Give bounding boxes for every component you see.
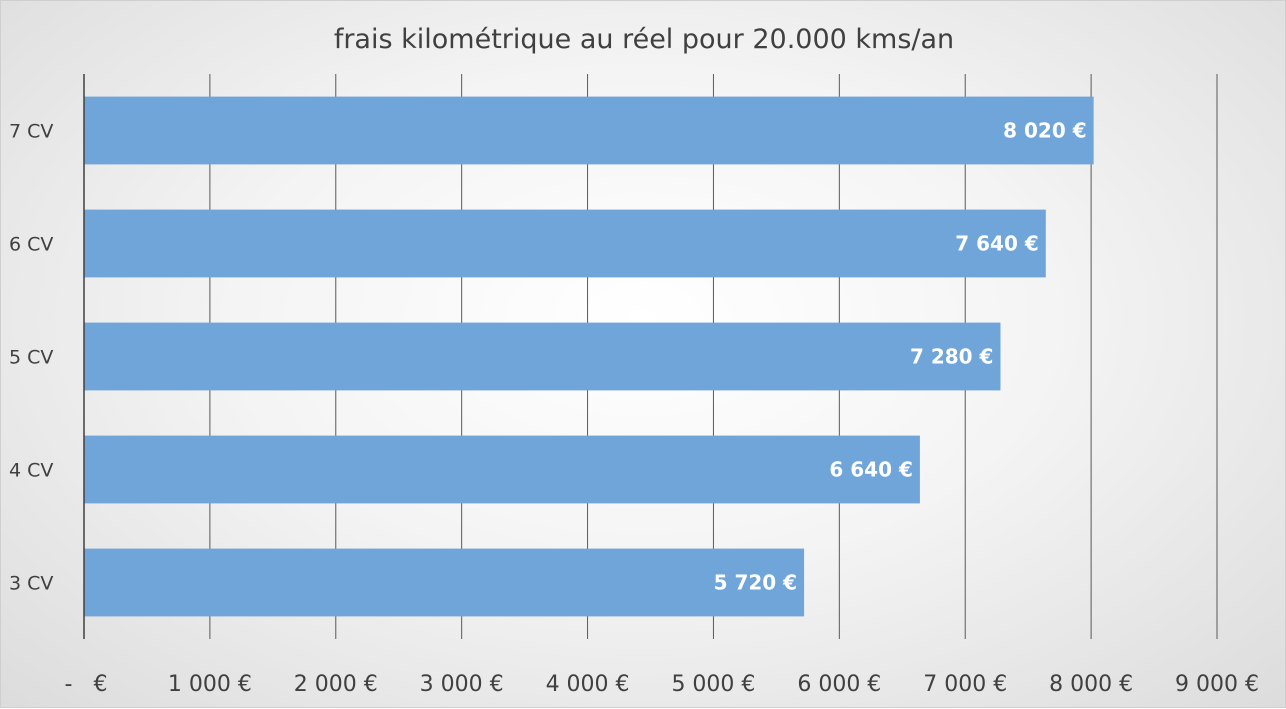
- bar: [84, 96, 1094, 165]
- x-tick-label: 1 000 €: [168, 672, 252, 697]
- category-label: 5 CV: [9, 347, 53, 369]
- x-axis-ticks: - € 1 000 € 2 000 € 3 000 € 4 000 € 5 000 € 6 …: [65, 672, 1259, 697]
- x-tick-label: 4 000 €: [546, 672, 630, 697]
- x-tick-label: - €: [65, 672, 108, 697]
- category-label: 6 CV: [9, 234, 53, 256]
- x-tick-label: 8 000 €: [1049, 672, 1133, 697]
- data-label: 8 020 €: [1003, 119, 1087, 143]
- x-tick-label: 2 000 €: [294, 672, 378, 697]
- x-tick-label: 7 000 €: [923, 672, 1007, 697]
- category-label: 3 CV: [9, 573, 53, 595]
- data-label: 5 720 €: [714, 571, 798, 595]
- bar: [84, 435, 920, 504]
- data-label: 7 640 €: [955, 232, 1039, 256]
- x-tick-label: 3 000 €: [420, 672, 504, 697]
- data-label: 6 640 €: [829, 458, 913, 482]
- data-label: 7 280 €: [910, 345, 994, 369]
- x-tick-label: 5 000 €: [671, 672, 755, 697]
- bar: [84, 548, 805, 617]
- category-label: 4 CV: [9, 460, 53, 482]
- x-tick-label: 9 000 €: [1175, 672, 1259, 697]
- category-label: 7 CV: [9, 121, 53, 143]
- bars: 5 720 € 6 640 € 7 280 € 7 640 € 8 020 €: [84, 96, 1094, 617]
- chart-title: frais kilométrique au réel pour 20.000 k…: [334, 24, 954, 55]
- x-tick-label: 6 000 €: [797, 672, 881, 697]
- category-labels: 3 CV 4 CV 5 CV 6 CV 7 CV: [9, 121, 53, 595]
- bar: [84, 322, 1001, 391]
- bar: [84, 209, 1046, 278]
